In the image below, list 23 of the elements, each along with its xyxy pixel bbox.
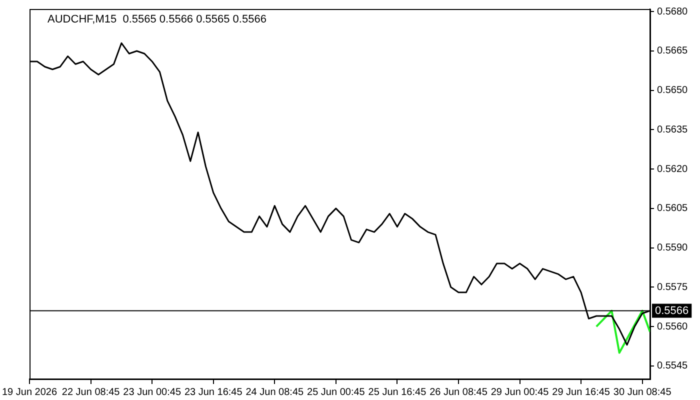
- x-tick-label: 30 Jun 08:45: [613, 386, 672, 398]
- x-tick-label: 23 Jun 00:45: [123, 386, 182, 398]
- y-tick-label: 0.5635: [657, 124, 688, 136]
- y-tick-label: 0.5665: [657, 46, 688, 57]
- y-tick-label: 0.5545: [657, 360, 688, 372]
- x-tick-label: 25 Jun 16:45: [368, 386, 427, 398]
- y-tick-label: 0.5575: [657, 282, 688, 293]
- y-tick-label: 0.5590: [657, 242, 688, 254]
- x-tick-label: 22 Jun 08:45: [62, 386, 120, 398]
- x-tick-label: 25 Jun 00:45: [307, 386, 366, 398]
- y-tick-label: 0.5605: [657, 203, 688, 214]
- x-tick-label: 29 Jun 16:45: [552, 386, 610, 398]
- chart-title: AUDCHF,M15 0.5565 0.5566 0.5565 0.5566: [48, 14, 266, 26]
- y-tick-label: 0.5650: [657, 85, 688, 96]
- x-tick-label: 19 Jun 2026: [2, 386, 58, 398]
- ref-line-label: 0.5566: [655, 304, 689, 317]
- y-tick-label: 0.5620: [657, 164, 688, 175]
- y-tick-label: 0.5680: [657, 6, 688, 18]
- x-tick-label: 29 Jun 00:45: [490, 386, 550, 398]
- x-tick-label: 26 Jun 08:45: [430, 386, 488, 398]
- x-tick-label: 23 Jun 16:45: [184, 386, 243, 398]
- x-tick-label: 24 Jun 08:45: [246, 386, 304, 398]
- y-tick-label: 0.5560: [657, 321, 688, 332]
